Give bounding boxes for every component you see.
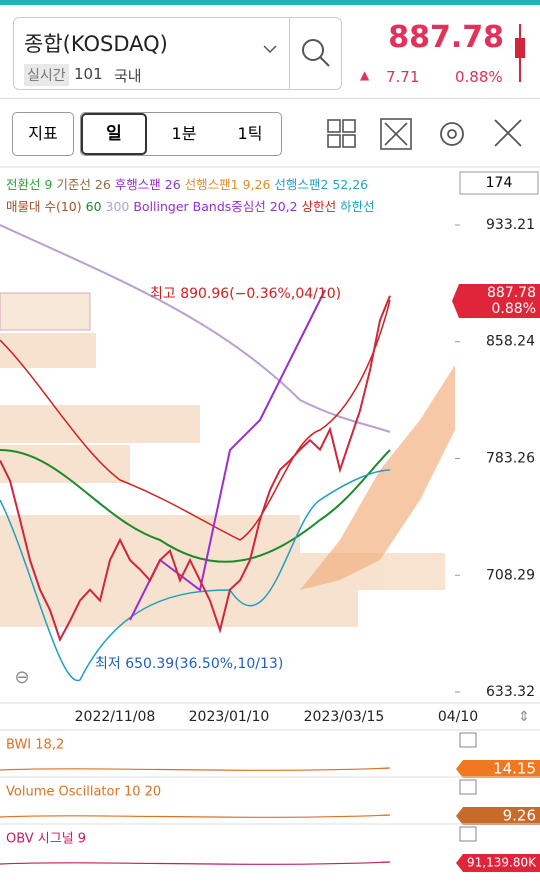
legend-row: 전환선 9 기준선 26 후행스팬 26 선행스팬1 9,26 선행스팬2 52…: [6, 177, 368, 192]
upper-band: [0, 299, 391, 541]
legend-item: 매물대 수(10): [6, 199, 82, 214]
day-button[interactable]: 일: [81, 113, 147, 155]
change: 7.71: [386, 68, 420, 86]
high-annotation: 최고 890.96(−0.36%,04/10): [150, 286, 341, 302]
divider: [289, 18, 290, 89]
expand-icon[interactable]: [380, 118, 412, 150]
mini-candle: [515, 24, 525, 82]
low-annotation: 최저 650.39(36.50%,10/13): [95, 656, 283, 672]
panel-line: [0, 767, 391, 771]
legend-row: 매물대 수(10) 60 300 Bollinger Bands중심선 20,2…: [6, 199, 375, 214]
panel-menu[interactable]: [459, 732, 477, 748]
y-tick-label: 708.29: [486, 567, 535, 583]
index-title: 종합(KOSDAQ): [24, 32, 168, 56]
search-icon[interactable]: [299, 36, 333, 70]
last-change: 0.88%: [492, 301, 536, 317]
panel-menu[interactable]: [459, 826, 477, 842]
panel-title: BWI 18,2: [6, 738, 64, 753]
legend-item: 하한선: [340, 199, 375, 214]
panel-title: Volume Oscillator 10 20: [6, 785, 161, 800]
legend-item: 선행스팬2 52,26: [274, 177, 368, 192]
legend-item: Bollinger Bands중심선 20,2: [133, 199, 297, 214]
x-axis: 2022/11/08 2023/01/10 2023/03/15 04/10: [75, 709, 479, 725]
y-tick-label: 783.26: [486, 451, 535, 467]
up-arrow: ▲: [360, 68, 370, 82]
x-tick-label: 04/10: [438, 709, 478, 725]
search-box[interactable]: 종합(KOSDAQ) 실시간 101 국내: [13, 17, 342, 90]
y-axis: 933.21 858.24 783.26 708.29 633.32: [455, 217, 535, 700]
zoom-out-icon[interactable]: ⊖: [14, 667, 29, 688]
top-bar: [0, 0, 540, 5]
legend-item: 300: [106, 199, 130, 214]
chart: 174 전환선 9 기준선 26 후행스팬 26 선행스팬1 9,26 선행스팬…: [0, 166, 540, 872]
index-code: 101: [74, 65, 103, 83]
y-tick-label: 633.32: [486, 684, 535, 700]
panel-line: [0, 861, 391, 865]
realtime-badge: 실시간: [24, 64, 69, 86]
count: 174: [486, 175, 513, 191]
y-tick-label: 858.24: [486, 334, 535, 350]
legend-item: 상한선: [302, 199, 337, 214]
panel-value: 14.15: [493, 760, 536, 778]
panel-title: OBV 시그널 9: [6, 832, 86, 847]
legend-text: 매물대 수(10) 60 300 Bollinger Bands중심선 20,2…: [6, 199, 375, 214]
period-group: 일 1분 1틱: [80, 112, 282, 156]
dropdown-icon: [263, 45, 277, 54]
legend-item: 기준선 26: [56, 177, 110, 192]
price: 887.78: [388, 20, 504, 55]
legend-item: 선행스팬1 9,26: [185, 177, 271, 192]
tick-button[interactable]: 1틱: [237, 124, 263, 143]
panel-badge: [456, 760, 540, 778]
x-tick-label: 2022/11/08: [75, 709, 156, 725]
last-price: 887.78: [487, 285, 536, 301]
x-tick-label: 2023/01/10: [189, 709, 270, 725]
ma60-line: [0, 449, 391, 563]
legend-item: 60: [86, 199, 102, 214]
panel-value: 9.26: [503, 807, 536, 825]
divider: [0, 98, 540, 99]
tools-icon[interactable]: [494, 119, 522, 147]
panel-badge: [456, 807, 540, 825]
indicator-panels: BWI 18,2 14.15 Volume Oscillator 10 20 9.26…: [0, 729, 540, 872]
panel-value: 91,139.80K: [467, 856, 537, 870]
legend-text: 전환선 9 기준선 26 후행스팬 26 선행스팬1 9,26 선행스팬2 52…: [6, 177, 368, 192]
volume-profile: [0, 292, 445, 627]
toolbar-icons: [327, 118, 522, 150]
minute-button[interactable]: 1분: [171, 124, 197, 143]
change-pct: 0.88%: [455, 68, 503, 86]
x-tick-label: 2023/03/15: [304, 709, 385, 725]
lower-band: [0, 469, 391, 681]
settings-icon[interactable]: [440, 122, 464, 146]
indicator-button[interactable]: 지표: [12, 112, 74, 156]
panel-badge: [456, 854, 540, 872]
panel-line: [0, 814, 391, 818]
scroll-icon[interactable]: ⇕: [518, 709, 530, 725]
panel-menu[interactable]: [459, 779, 477, 795]
price-line: [0, 295, 391, 643]
count-box: [459, 171, 539, 195]
legend-item: 후행스팬 26: [115, 177, 181, 192]
market: 국내: [114, 67, 142, 85]
legend-item: 전환선 9: [6, 177, 52, 192]
last-price-badge: [452, 284, 540, 318]
layout-icon[interactable]: [327, 119, 356, 148]
ichimoku-cloud: [300, 365, 455, 590]
y-tick-label: 933.21: [486, 217, 535, 233]
